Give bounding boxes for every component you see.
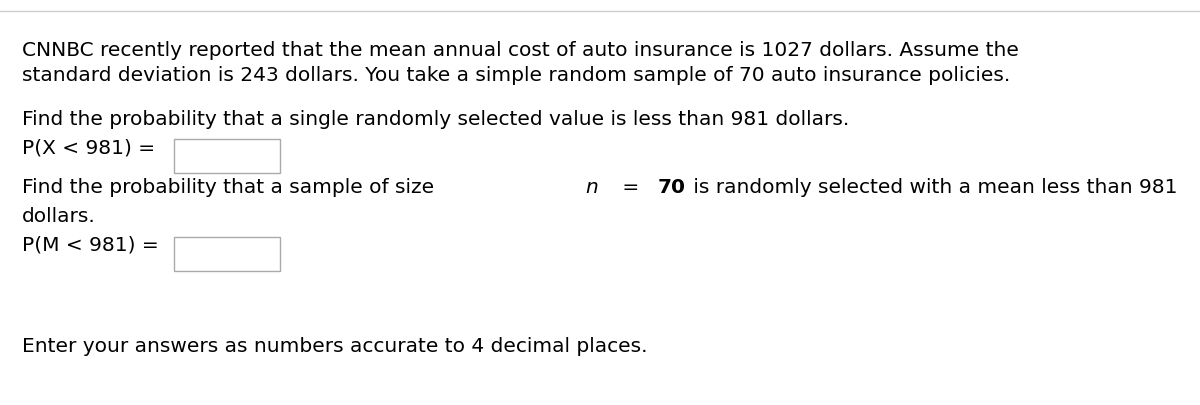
Text: n: n [586, 178, 598, 197]
Text: =: = [617, 178, 646, 197]
Text: CNNBC recently reported that the mean annual cost of auto insurance is 1027 doll: CNNBC recently reported that the mean an… [22, 40, 1019, 60]
Text: is randomly selected with a mean less than 981: is randomly selected with a mean less th… [688, 178, 1178, 197]
FancyBboxPatch shape [174, 139, 280, 173]
Text: P(X < 981) =: P(X < 981) = [22, 139, 155, 158]
Text: dollars.: dollars. [22, 207, 95, 226]
Text: Find the probability that a single randomly selected value is less than 981 doll: Find the probability that a single rando… [22, 110, 848, 129]
FancyBboxPatch shape [174, 237, 280, 271]
Text: Find the probability that a sample of size: Find the probability that a sample of si… [22, 178, 440, 197]
Text: P(M < 981) =: P(M < 981) = [22, 236, 158, 255]
Text: 70: 70 [658, 178, 685, 197]
Text: Enter your answers as numbers accurate to 4 decimal places.: Enter your answers as numbers accurate t… [22, 337, 647, 356]
Text: standard deviation is 243 dollars. You take a simple random sample of 70 auto in: standard deviation is 243 dollars. You t… [22, 66, 1010, 85]
